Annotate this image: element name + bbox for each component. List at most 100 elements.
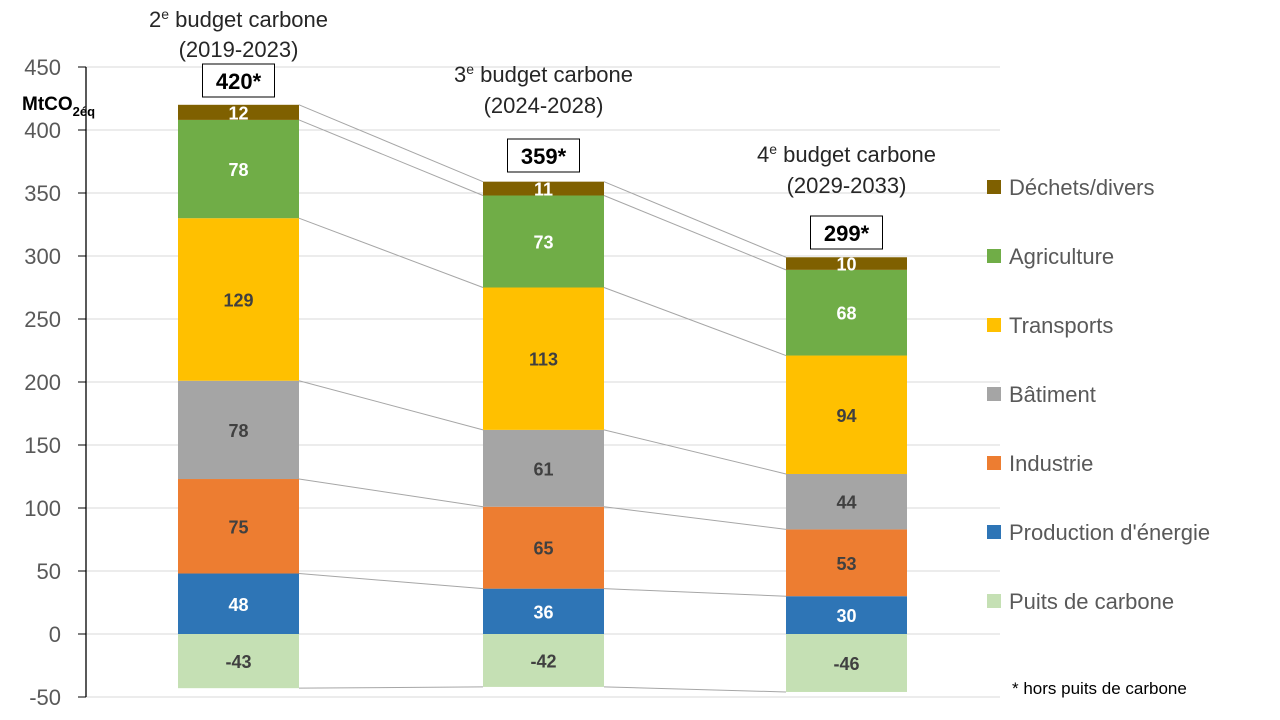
legend-item: Bâtiment: [987, 382, 1096, 407]
bar-segment: [483, 429, 604, 507]
legend-swatch: [987, 525, 1001, 539]
data-label: 94: [836, 406, 856, 426]
data-label: 65: [533, 539, 553, 559]
y-tick-label: 150: [24, 433, 61, 458]
total-label: 420*: [216, 69, 262, 94]
connector-line: [298, 104, 484, 183]
legend-label: Bâtiment: [1009, 382, 1096, 407]
y-tick-label: -50: [29, 685, 61, 710]
legend-swatch: [987, 180, 1001, 194]
category-title: 4e budget carbone: [757, 141, 936, 167]
total-box: [810, 215, 883, 250]
data-label: 113: [529, 350, 558, 370]
bar-segment: [483, 287, 604, 430]
bar-segment: [786, 634, 907, 692]
data-label: 48: [228, 595, 248, 615]
connector-line: [298, 380, 484, 431]
category-titles: 2e budget carbone (2019-2023) 420* 3e budge…: [149, 6, 936, 250]
data-label: 68: [836, 304, 856, 324]
y-tick-label: 250: [24, 307, 61, 332]
y-tick-label: 400: [24, 118, 61, 143]
data-label: 11: [534, 180, 553, 200]
connector-line: [603, 506, 787, 530]
bar-segment: [483, 506, 604, 589]
bar-segment: [178, 119, 299, 219]
data-label: 44: [836, 493, 856, 513]
y-axis: -50 0 50 100 150 200 250 300 350 400 450: [24, 55, 87, 710]
connector-line: [603, 686, 787, 693]
data-label: -43: [225, 652, 251, 672]
legend-label: Industrie: [1009, 451, 1093, 476]
bar-segment: [178, 104, 299, 120]
y-tick-label: 50: [37, 559, 61, 584]
legend-swatch: [987, 387, 1001, 401]
y-tick-label: 0: [49, 622, 61, 647]
data-label: 12: [228, 103, 248, 123]
data-label: 73: [533, 233, 553, 253]
total-box: [202, 63, 275, 98]
connector-line: [603, 195, 787, 271]
total-label: 359*: [521, 144, 567, 169]
total-box: [507, 138, 580, 173]
bar-segment: [786, 355, 907, 474]
y-axis-label: MtCO2éq: [22, 94, 95, 119]
legend-label: Production d'énergie: [1009, 520, 1210, 545]
legend-item: Production d'énergie: [987, 520, 1210, 545]
connector-line: [603, 588, 787, 597]
footnote: * hors puits de carbone: [1012, 679, 1187, 698]
bars: -43 -42 -46 48 36 30 75 65 53 78 61 44 129 113 94 78 73 6…: [178, 103, 907, 692]
connector-line: [298, 686, 484, 689]
data-label: -42: [530, 651, 556, 671]
bar-segment: [786, 529, 907, 597]
data-label: -46: [833, 654, 859, 674]
bar-segment: [786, 257, 907, 270]
legend: Déchets/divers Agriculture Transports Bâtim…: [987, 175, 1210, 614]
legend-label: Puits de carbone: [1009, 589, 1174, 614]
y-tick-label: 300: [24, 244, 61, 269]
category-period: (2024-2028): [484, 93, 604, 118]
legend-swatch: [987, 456, 1001, 470]
y-tick-label: 100: [24, 496, 61, 521]
bar-segment: [786, 473, 907, 530]
data-label: 75: [228, 517, 248, 537]
data-label: 10: [836, 255, 856, 275]
legend-item: Industrie: [987, 451, 1093, 476]
category-title: 3e budget carbone: [454, 61, 633, 87]
data-label: 53: [836, 554, 856, 574]
legend-label: Déchets/divers: [1009, 175, 1155, 200]
connector-lines: [298, 104, 787, 693]
category-title: 2e budget carbone: [149, 6, 328, 32]
connector-line: [298, 478, 484, 508]
connector-line: [603, 429, 787, 475]
bar-segment: [786, 596, 907, 634]
legend-item: Déchets/divers: [987, 175, 1155, 200]
bar-segment: [178, 573, 299, 634]
legend-item: Agriculture: [987, 244, 1114, 269]
bar-segment: [178, 218, 299, 381]
data-label: 36: [533, 602, 553, 622]
legend-swatch: [987, 594, 1001, 608]
bar-segment: [483, 588, 604, 634]
connector-line: [603, 287, 787, 357]
total-label: 299*: [824, 221, 870, 246]
data-label: 78: [228, 160, 248, 180]
bar-segment: [178, 380, 299, 480]
legend-label: Agriculture: [1009, 244, 1114, 269]
data-label: 78: [228, 421, 248, 441]
data-label: 61: [533, 459, 553, 479]
legend-swatch: [987, 249, 1001, 263]
connector-line: [298, 217, 484, 288]
y-tick-label: 450: [24, 55, 61, 80]
data-label: 129: [223, 290, 253, 310]
bar-segment: [483, 634, 604, 687]
connector-line: [298, 119, 484, 196]
connector-line: [298, 573, 484, 590]
data-label: 30: [836, 606, 856, 626]
connector-line: [603, 181, 787, 258]
y-tick-label: 350: [24, 181, 61, 206]
legend-item: Transports: [987, 313, 1113, 338]
bar-segment: [483, 195, 604, 288]
y-tick-label: 200: [24, 370, 61, 395]
category-period: (2019-2023): [179, 37, 299, 62]
